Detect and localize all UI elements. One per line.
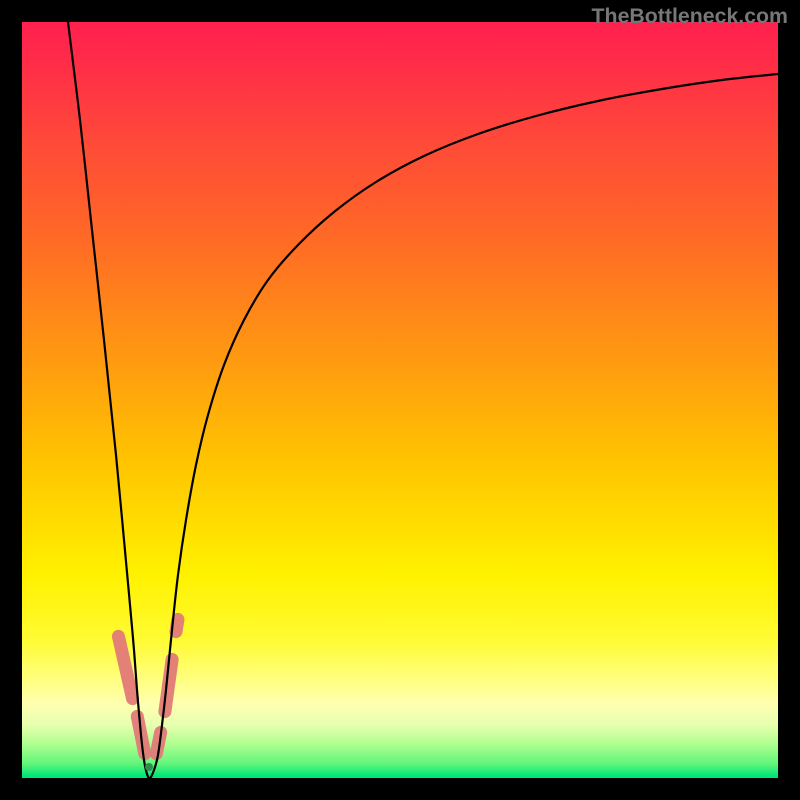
- attribution-label: TheBottleneck.com: [592, 4, 788, 29]
- bottleneck-chart: TheBottleneck.com: [0, 0, 800, 800]
- chart-gradient-background: [0, 0, 800, 800]
